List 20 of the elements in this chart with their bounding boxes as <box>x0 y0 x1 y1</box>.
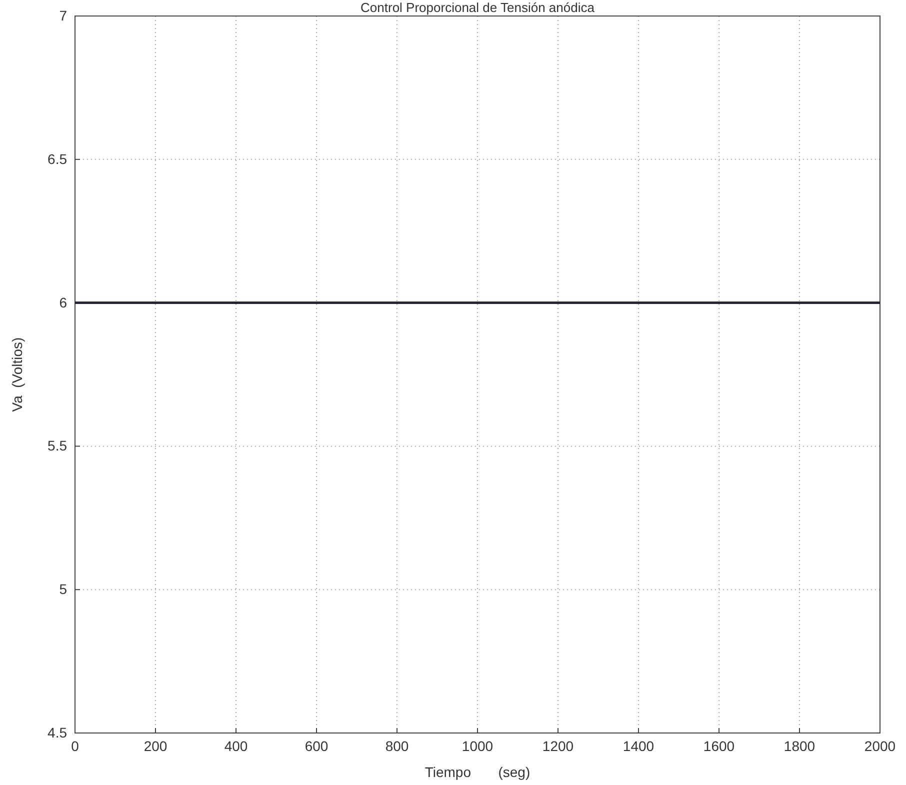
x-tick-label: 0 <box>71 738 80 754</box>
x-tick-label: 1800 <box>784 738 816 754</box>
x-tick-label: 1200 <box>542 738 574 754</box>
y-tick-label: 4.5 <box>48 724 68 740</box>
y-tick-label: 5.5 <box>48 438 68 454</box>
chart-title: Control Proporcional de Tensión anódica <box>360 0 596 15</box>
x-tick-label: 800 <box>385 738 409 754</box>
y-tick-label: 7 <box>59 7 68 24</box>
x-tick-label: 1000 <box>462 738 494 754</box>
y-tick-label: 6 <box>59 294 68 310</box>
x-tick-label: 200 <box>144 738 168 754</box>
y-tick-label: 6.5 <box>48 150 68 167</box>
y-tick-label: 5 <box>59 581 68 598</box>
x-axis-title: Tiempo (seg) <box>424 764 530 780</box>
x-tick-label: 1600 <box>703 738 735 754</box>
x-tick-label: 2000 <box>864 738 896 754</box>
x-tick-label: 400 <box>224 738 248 754</box>
x-tick-label: 1400 <box>622 738 654 754</box>
y-axis-title: Va (Voltios) <box>9 337 25 412</box>
x-tick-label: 600 <box>304 738 328 754</box>
